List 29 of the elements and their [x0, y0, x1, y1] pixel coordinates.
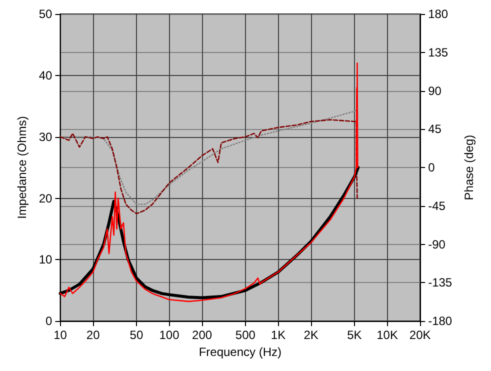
y2-tick-label: 90 [428, 84, 442, 98]
y-tick-label: 40 [38, 68, 53, 82]
x-tick-label: 500 [235, 328, 256, 342]
x-tick-label: 2K [304, 328, 318, 342]
y-tick-label: 30 [38, 130, 53, 144]
y-axis-title: Impedance (Ohms) [15, 116, 29, 219]
y-tick-label: 10 [38, 252, 53, 267]
y2-tick-label: -135 [428, 276, 452, 290]
x-tick-label: 20K [409, 328, 431, 342]
y2-tick-label: 135 [428, 45, 448, 60]
x-axis-title: Frequency (Hz) [198, 345, 282, 359]
y2-axis-title: Phase (deg) [462, 134, 476, 200]
y-tick-label: 0 [46, 314, 53, 328]
x-tick-label: 100 [159, 328, 180, 342]
y2-tick-label: -90 [428, 237, 446, 252]
y2-tick-label: -45 [428, 198, 446, 213]
y2-tick-label: -180 [428, 314, 452, 328]
x-tick-label: 5K [347, 328, 362, 342]
x-tick-label: 20 [86, 328, 100, 342]
x-tick-label: 10K [376, 328, 398, 342]
y-tick-label: 50 [38, 7, 53, 21]
x-tick-label: 200 [192, 328, 212, 342]
y2-tick-label: 180 [428, 7, 448, 21]
x-tick-label: 10 [54, 328, 68, 342]
x-tick-label: 1K [270, 328, 286, 342]
y2-tick-label: 0 [428, 160, 436, 175]
x-tick-label: 50 [130, 328, 144, 342]
y2-tick-label: 45 [428, 122, 442, 136]
y-tick-label: 20 [38, 191, 53, 206]
